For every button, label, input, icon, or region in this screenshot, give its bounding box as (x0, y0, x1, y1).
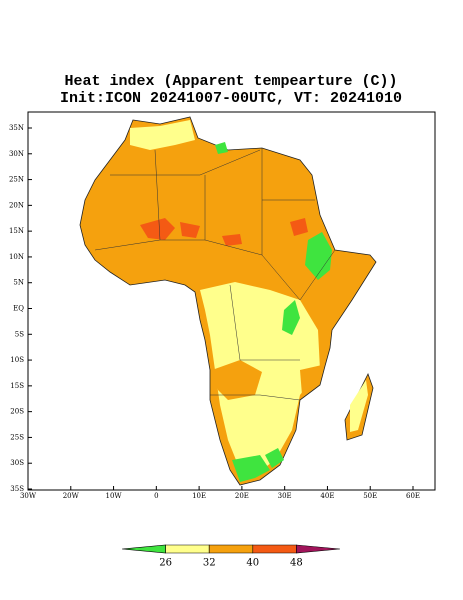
colorbar-tick-label: 48 (290, 558, 303, 569)
lon-label: 10W (106, 492, 123, 500)
lon-label: 10E (192, 492, 206, 500)
lon-label: 60E (406, 492, 420, 500)
heat-zones (130, 120, 368, 482)
lat-label: 20S (10, 408, 24, 416)
colorbar-tick-label: 40 (246, 558, 259, 569)
lat-label: 30S (10, 459, 24, 467)
colorbar-swatch (252, 544, 297, 554)
colorbar-tick-label: 26 (159, 558, 172, 569)
colorbar-swatch (121, 544, 166, 554)
lon-label: 40E (320, 492, 334, 500)
longitude-labels: 30W 20W 10W 0 10E 20E 30E 40E 50E 60E (20, 486, 420, 500)
lat-label: 15N (9, 227, 24, 235)
subtitle: Init:ICON 20241007-00UTC, VT: 20241010 (60, 90, 402, 107)
lat-label: 15S (10, 382, 24, 390)
lat-label: 5N (13, 279, 24, 287)
lat-label: EQ (13, 305, 24, 313)
lon-label: 0 (154, 492, 158, 500)
lat-label: 35N (9, 124, 24, 132)
colorbar-swatch (165, 544, 210, 554)
lat-label: 10N (9, 253, 24, 261)
borders (94, 148, 336, 401)
lat-label: 10S (10, 356, 24, 364)
title: Heat index (Apparent tempearture (C)) (64, 73, 397, 90)
lon-label: 20W (63, 492, 80, 500)
lat-label: 25S (10, 433, 24, 441)
latitude-labels: 35N 30N 25N 20N 15N 10N 5N EQ 5S 10S 15S 20S 25S 30S 3… (9, 124, 32, 493)
lon-label: 50E (363, 492, 377, 500)
colorbar: 26 32 40 48 (121, 544, 341, 569)
lat-label: 25N (9, 176, 24, 184)
colorbar-swatch (296, 544, 341, 554)
lat-label: 20N (9, 201, 24, 209)
lon-label: 30E (278, 492, 292, 500)
colorbar-tick-label: 32 (203, 558, 216, 569)
lon-label: 20E (235, 492, 249, 500)
lat-label: 30N (9, 150, 24, 158)
colorbar-swatch (208, 544, 254, 554)
lat-label: 35S (10, 485, 24, 493)
lon-label: 30W (20, 492, 37, 500)
lat-label: 5S (15, 330, 24, 338)
